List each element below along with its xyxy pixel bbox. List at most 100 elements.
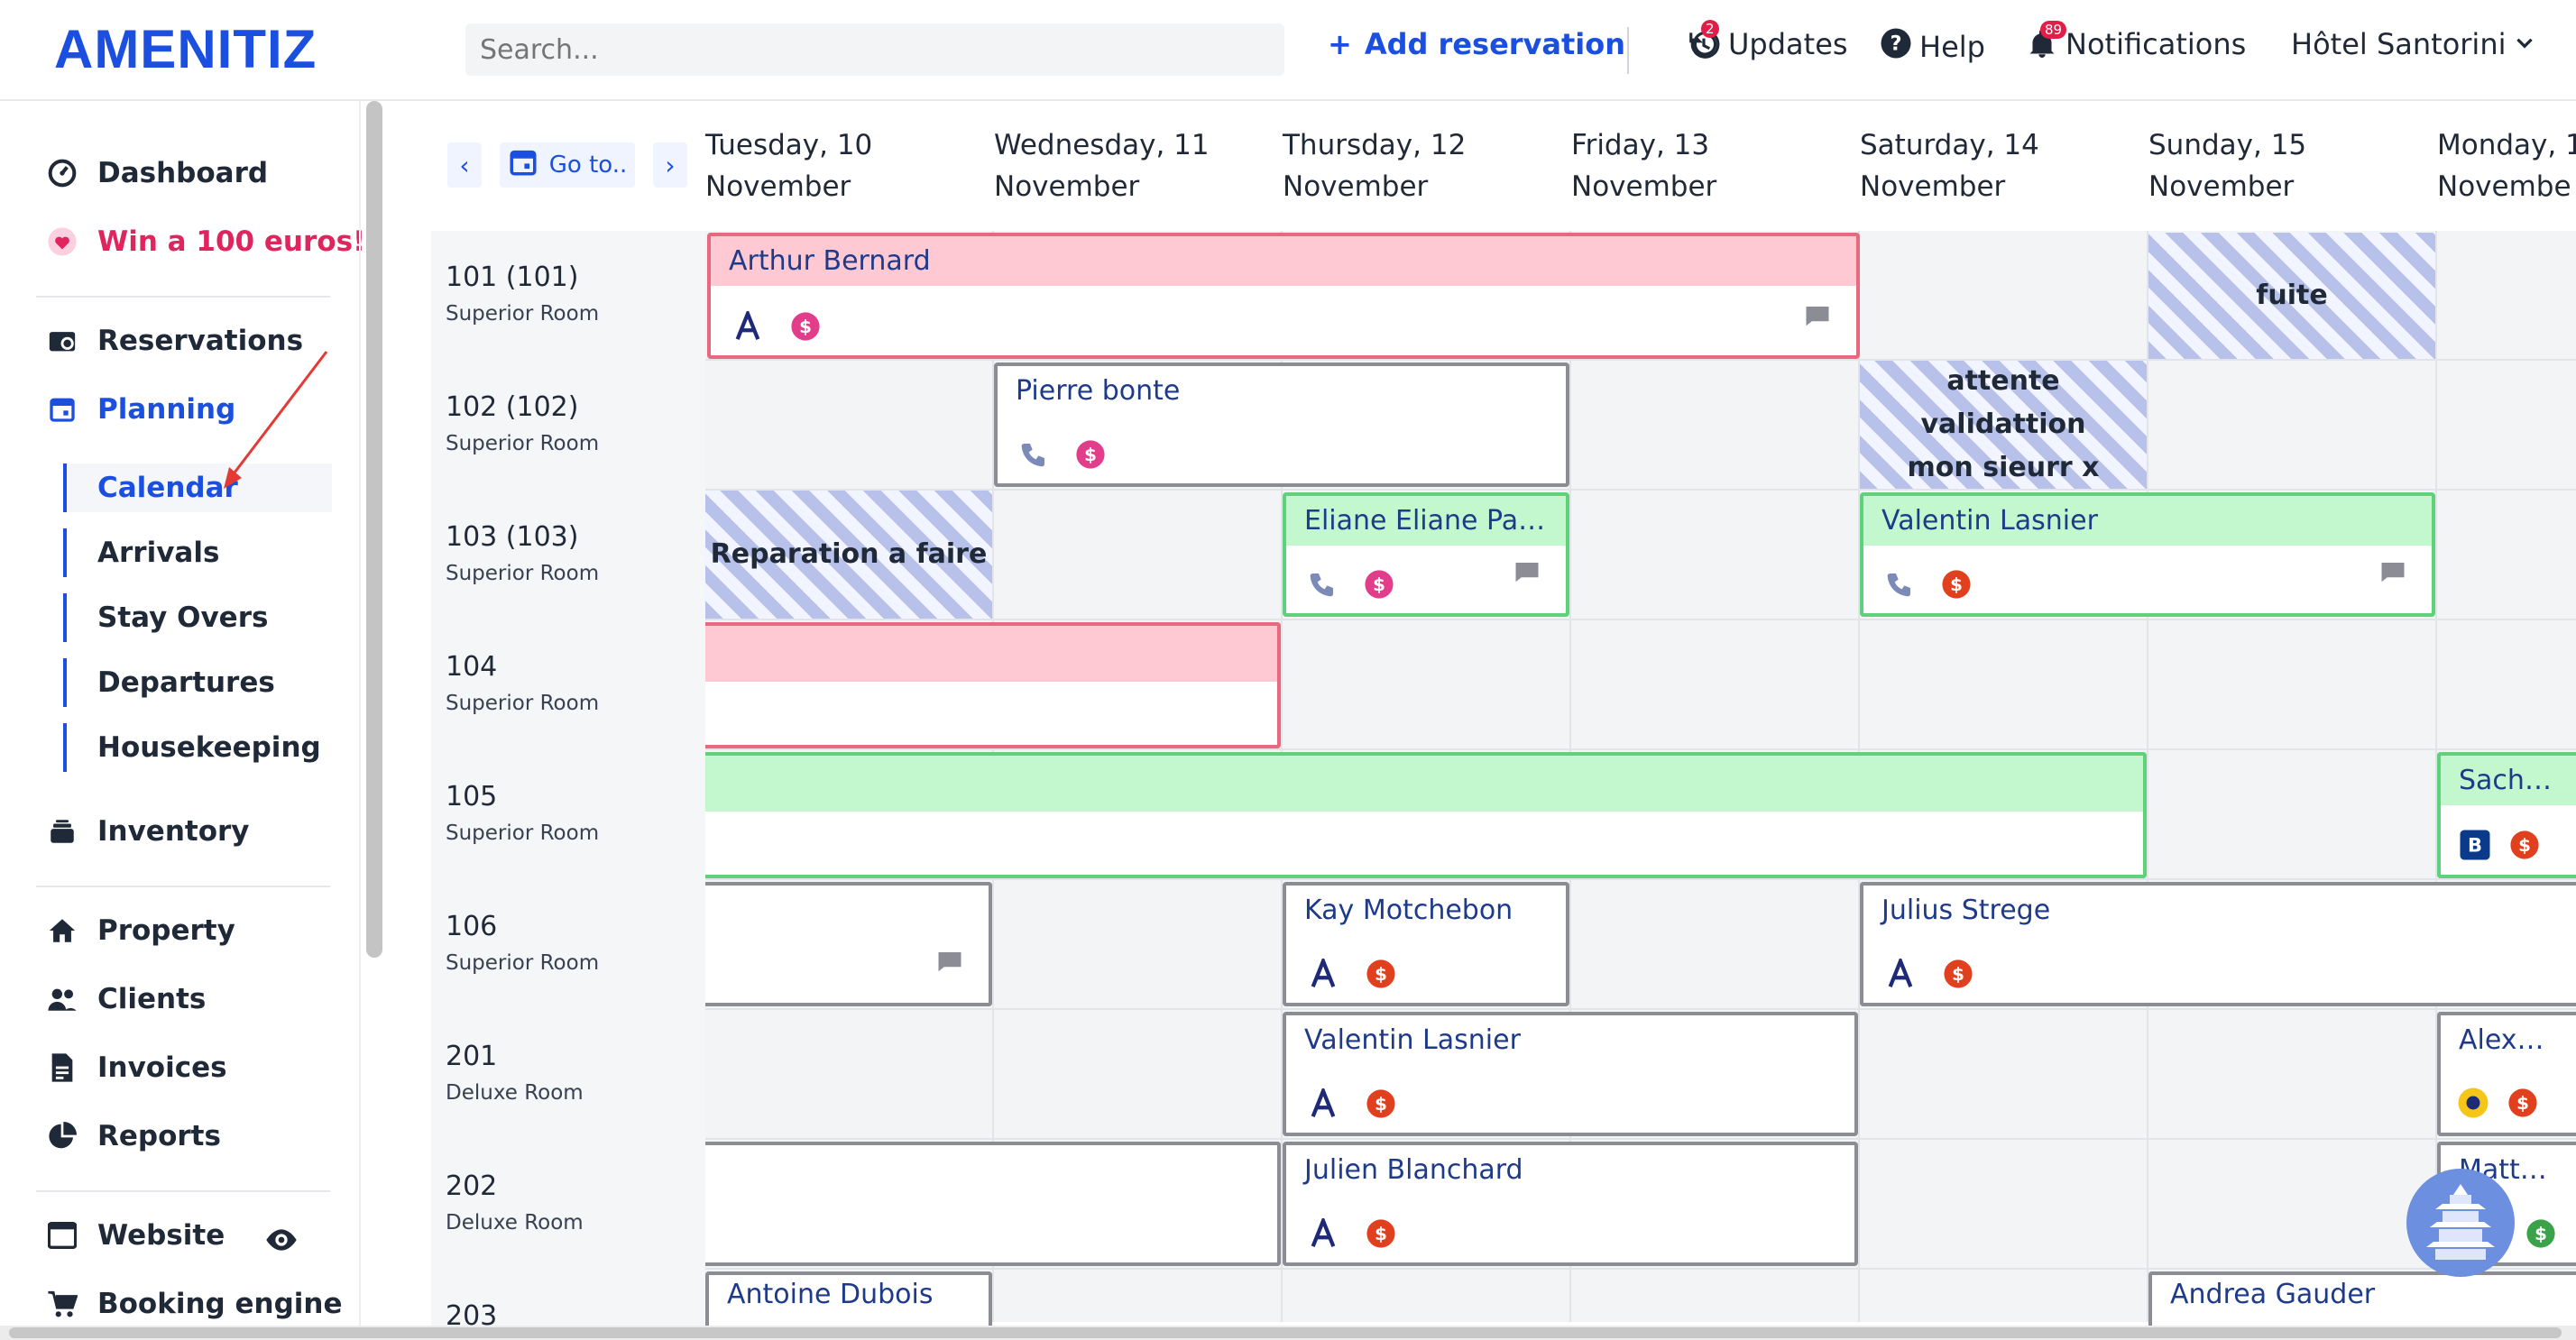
day-date: Tuesday, 10 bbox=[705, 129, 873, 161]
sidebar-item-reports[interactable]: Reports bbox=[47, 1120, 221, 1152]
sidebar-item-planning[interactable]: Planning bbox=[47, 393, 235, 426]
sidebar-item-label: Planning bbox=[97, 393, 236, 426]
day-date: Thursday, 12 bbox=[1283, 129, 1467, 161]
support-widget-button[interactable] bbox=[2406, 1169, 2515, 1277]
comment-icon bbox=[1513, 560, 1541, 588]
notifications-button[interactable]: 89 Notifications bbox=[2026, 21, 2246, 61]
sidebar-item-calendar[interactable]: Calendar bbox=[63, 463, 332, 512]
reservation-card[interactable] bbox=[705, 882, 992, 1006]
sidebar bbox=[0, 101, 359, 1340]
eye-icon[interactable] bbox=[263, 1226, 299, 1258]
bell-icon: 89 bbox=[2026, 21, 2067, 60]
sidebar-item-departures[interactable]: Departures bbox=[63, 658, 332, 707]
dollar-icon: $ bbox=[2525, 1218, 2556, 1253]
day-month: November bbox=[705, 170, 851, 203]
svg-text:$: $ bbox=[2535, 1224, 2547, 1244]
sidebar-item-stay-overs[interactable]: Stay Overs bbox=[63, 593, 332, 642]
sidebar-item-clients[interactable]: Clients bbox=[47, 983, 206, 1015]
blocked-period[interactable]: attente validattion mon sieurr x bbox=[1860, 361, 2147, 489]
grid-line bbox=[705, 359, 2576, 361]
room-label[interactable]: 201 Deluxe Room bbox=[446, 1041, 584, 1105]
prev-week-button[interactable]: ‹ bbox=[447, 142, 482, 188]
amenitiz-source-icon bbox=[1885, 956, 1916, 994]
reservation-card[interactable]: Arthur Bernard $ bbox=[707, 233, 1860, 359]
inventory-icon bbox=[47, 816, 78, 847]
room-type: Superior Room bbox=[446, 951, 600, 975]
grid-line bbox=[705, 878, 2576, 880]
next-week-button[interactable]: › bbox=[653, 142, 687, 188]
sidebar-item-arrivals[interactable]: Arrivals bbox=[63, 528, 332, 577]
search-input[interactable] bbox=[465, 23, 1284, 76]
reservation-card[interactable]: Pierre bonte $ bbox=[994, 363, 1569, 487]
sidebar-item-dashboard[interactable]: Dashboard bbox=[47, 157, 268, 189]
day-month: November bbox=[2148, 170, 2295, 203]
room-type: Superior Room bbox=[446, 821, 600, 845]
goto-date-button[interactable]: Go to.. bbox=[500, 142, 635, 188]
reservation-card[interactable]: Valentin Lasnier $ bbox=[1283, 1012, 1858, 1136]
room-number: 104 bbox=[446, 651, 498, 683]
sidebar-item-label: Website bbox=[97, 1219, 225, 1252]
room-type: Deluxe Room bbox=[446, 1211, 584, 1234]
room-number: 202 bbox=[446, 1170, 498, 1202]
sidebar-item-invoices[interactable]: Invoices bbox=[47, 1051, 227, 1084]
day-header: Thursday, 12 November bbox=[1283, 124, 1466, 207]
room-number: 101 (101) bbox=[446, 262, 579, 293]
sidebar-item-label: Clients bbox=[97, 983, 207, 1015]
reservation-card[interactable]: Sacha C B $ bbox=[2437, 752, 2576, 878]
updates-button[interactable]: 2 Updates bbox=[1687, 20, 1848, 61]
blocked-period[interactable]: Reparation a faire bbox=[705, 491, 992, 619]
room-label[interactable]: 106 Superior Room bbox=[446, 911, 599, 975]
reservation-card[interactable]: Eliane Eliane Pae... $ bbox=[1283, 492, 1569, 617]
history-icon: 2 bbox=[1687, 20, 1721, 61]
reservation-card[interactable]: Valentin Lasnier $ bbox=[1860, 492, 2435, 617]
room-type: Superior Room bbox=[446, 692, 600, 715]
add-reservation-button[interactable]: + Add reservation bbox=[1328, 27, 1625, 61]
grid-line bbox=[705, 1008, 2576, 1010]
grid-line bbox=[705, 489, 2576, 491]
horizontal-scrollbar[interactable] bbox=[9, 1327, 2562, 1338]
room-label[interactable]: 103 (103) Superior Room bbox=[446, 521, 599, 585]
help-button[interactable]: ? Help bbox=[1880, 27, 1985, 67]
amenitiz-logo[interactable]: AMENITIZ bbox=[54, 19, 317, 79]
guest-name: Arthur Bernard bbox=[711, 236, 1856, 286]
sidebar-item-label: Dashboard bbox=[97, 157, 269, 189]
sidebar-item-inventory[interactable]: Inventory bbox=[47, 815, 250, 848]
sidebar-item-website[interactable]: Website bbox=[47, 1219, 225, 1252]
room-label[interactable]: 102 (102) Superior Room bbox=[446, 391, 599, 455]
guest-name: Julius Strege bbox=[1881, 895, 2051, 926]
reservation-card[interactable]: Julien Blanchard $ bbox=[1283, 1142, 1858, 1266]
notifications-badge: 89 bbox=[2040, 21, 2067, 39]
reservation-card[interactable]: Alexand $ bbox=[2437, 1012, 2576, 1136]
reservation-card[interactable]: Julius Strege $ bbox=[1860, 882, 2576, 1006]
reservation-card[interactable]: Andrea Gauder bbox=[2148, 1271, 2576, 1326]
room-label[interactable]: 104 Superior Room bbox=[446, 651, 599, 715]
sidebar-item-label: Booking engine bbox=[97, 1288, 343, 1320]
hotel-selector[interactable]: Hôtel Santorini bbox=[2291, 27, 2536, 61]
reservation-card[interactable]: Kay Motchebon $ bbox=[1283, 882, 1569, 1006]
dollar-icon: $ bbox=[1941, 569, 1972, 604]
day-header: Saturday, 14 November bbox=[1860, 124, 2039, 207]
day-header: Friday, 13 November bbox=[1571, 124, 1716, 207]
sidebar-item-property[interactable]: Property bbox=[47, 914, 235, 947]
dollar-icon: $ bbox=[2507, 1088, 2538, 1123]
svg-text:$: $ bbox=[1375, 1094, 1387, 1115]
reservation-card[interactable] bbox=[705, 622, 1281, 748]
updates-badge: 2 bbox=[1701, 20, 1719, 38]
sidebar-item-housekeeping[interactable]: Housekeeping bbox=[63, 723, 332, 772]
blocked-period[interactable]: fuite bbox=[2148, 233, 2435, 359]
comment-icon bbox=[1804, 304, 1831, 332]
room-label[interactable]: 202 Deluxe Room bbox=[446, 1170, 584, 1234]
chevron-down-icon bbox=[2513, 27, 2536, 61]
reservation-card[interactable] bbox=[705, 1142, 1281, 1266]
reservation-card[interactable]: Antoine Dubois bbox=[705, 1271, 992, 1326]
sidebar-item-reservations[interactable]: Reservations bbox=[47, 325, 303, 357]
sidebar-item-win[interactable]: Win a 100 euros! bbox=[47, 225, 365, 258]
amenitiz-source-icon bbox=[1308, 1086, 1339, 1124]
room-label[interactable]: 101 (101) Superior Room bbox=[446, 262, 599, 326]
room-column bbox=[431, 231, 705, 1340]
reservation-card[interactable] bbox=[705, 752, 2147, 878]
sidebar-item-booking-engine[interactable]: Booking engine bbox=[47, 1288, 343, 1320]
sidebar-scrollbar[interactable] bbox=[366, 101, 382, 958]
reservation-header bbox=[705, 756, 2143, 812]
room-label[interactable]: 105 Superior Room bbox=[446, 781, 599, 845]
